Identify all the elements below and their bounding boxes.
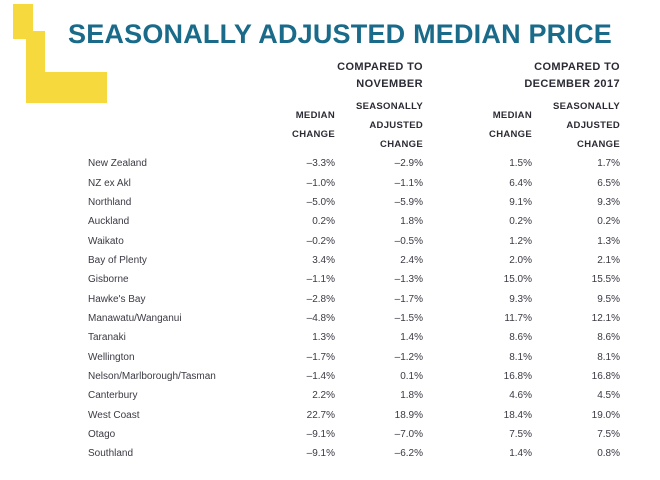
dec-seasonally-adjusted-change-value: 16.8% bbox=[591, 370, 620, 382]
dec-median-change-value: 2.0% bbox=[509, 254, 532, 266]
nov-seasonally-adjusted-change-value: 0.1% bbox=[400, 370, 423, 382]
nov-median-change-value: –5.0% bbox=[306, 196, 335, 208]
nov-seasonally-adjusted-change-value: 2.4% bbox=[400, 254, 423, 266]
nov-seasonally-adjusted-change-value: –2.9% bbox=[394, 158, 423, 170]
nov-seasonally-adjusted-change-value: –1.5% bbox=[394, 312, 423, 324]
nov-median-change-value: –1.7% bbox=[306, 351, 335, 363]
dec-seasonally-adjusted-change-value: 15.5% bbox=[591, 274, 620, 286]
region-label: Nelson/Marlborough/Tasman bbox=[88, 370, 216, 382]
region-label: Wellington bbox=[88, 351, 135, 363]
group-header-line: NOVEMBER bbox=[356, 78, 423, 90]
dec-seasonally-adjusted-change-value: 8.1% bbox=[597, 351, 620, 363]
dec-seasonally-adjusted-change-value: 6.5% bbox=[597, 177, 620, 189]
region-label: Gisborne bbox=[88, 274, 129, 286]
page-title: SEASONALLY ADJUSTED MEDIAN PRICE bbox=[68, 19, 612, 49]
nov-seasonally-adjusted-change-value: –0.5% bbox=[394, 235, 423, 247]
region-label: Hawke's Bay bbox=[88, 293, 146, 305]
nov-seasonally-adjusted-change-value: 1.8% bbox=[400, 216, 423, 228]
nov-seasonally-adjusted-change-value: 1.8% bbox=[400, 390, 423, 402]
dec-seasonally-adjusted-change-value: 4.5% bbox=[597, 390, 620, 402]
dec-median-change-value: 1.2% bbox=[509, 235, 532, 247]
column-header-dec-median-change: MEDIAN CHANGE bbox=[489, 110, 532, 140]
dec-median-change-value: 18.4% bbox=[503, 409, 532, 421]
nov-median-change-value: –3.3% bbox=[306, 158, 335, 170]
nov-median-change-value: –2.8% bbox=[306, 293, 335, 305]
dec-seasonally-adjusted-change-value: 8.6% bbox=[597, 332, 620, 344]
column-header-dec-seasonally-adjusted-change: SEASONALLY ADJUSTED CHANGE bbox=[552, 100, 620, 150]
nov-median-change-value: –0.2% bbox=[306, 235, 335, 247]
yellow-L-logo bbox=[0, 0, 110, 110]
dec-median-change-value: 8.6% bbox=[509, 332, 532, 344]
dec-median-change-value: 15.0% bbox=[503, 274, 532, 286]
region-label: Canterbury bbox=[88, 390, 138, 402]
nov-median-change-value: –1.1% bbox=[306, 274, 335, 286]
dec-median-change-value: 11.7% bbox=[504, 312, 532, 324]
dec-seasonally-adjusted-change-value: 19.0% bbox=[591, 409, 620, 421]
dec-median-change-value: 1.4% bbox=[509, 448, 532, 460]
nov-median-change-value: –1.4% bbox=[306, 370, 335, 382]
dec-seasonally-adjusted-change-value: 9.5% bbox=[597, 293, 620, 305]
header-spacer bbox=[88, 58, 250, 96]
group-header-line: COMPARED TO bbox=[534, 61, 620, 73]
nov-median-change-value: 3.4% bbox=[312, 254, 335, 266]
nov-seasonally-adjusted-change-value: –1.2% bbox=[394, 351, 423, 363]
region-label: Southland bbox=[88, 448, 134, 460]
dec-median-change-value: 0.2% bbox=[509, 216, 532, 228]
dec-median-change-value: 4.6% bbox=[509, 390, 532, 402]
nov-median-change-value: –1.0% bbox=[306, 177, 335, 189]
dec-seasonally-adjusted-change-value: 0.8% bbox=[597, 448, 620, 460]
dec-median-change-value: 8.1% bbox=[509, 351, 532, 363]
logo-block-base bbox=[26, 72, 107, 103]
nov-median-change-value: 22.7% bbox=[306, 409, 335, 421]
nov-seasonally-adjusted-change-value: 18.9% bbox=[394, 409, 423, 421]
region-label: Otago bbox=[88, 428, 116, 440]
dec-median-change-value: 16.8% bbox=[503, 370, 532, 382]
dec-seasonally-adjusted-change-value: 2.1% bbox=[597, 254, 620, 266]
region-label: Bay of Plenty bbox=[88, 254, 147, 266]
region-label: New Zealand bbox=[88, 158, 147, 170]
group-header-compared-to-december-2017: COMPARED TO DECEMBER 2017 bbox=[423, 58, 620, 96]
group-header-compared-to-november: COMPARED TO NOVEMBER bbox=[250, 58, 423, 96]
dec-seasonally-adjusted-change-value: 9.3% bbox=[597, 196, 620, 208]
nov-seasonally-adjusted-change-value: –1.7% bbox=[394, 293, 423, 305]
median-price-table: COMPARED TO NOVEMBER COMPARED TO DECEMBE… bbox=[88, 58, 620, 464]
column-header-nov-median-change: MEDIAN CHANGE bbox=[292, 110, 335, 140]
region-label: Taranaki bbox=[88, 332, 126, 344]
nov-median-change-value: –9.1% bbox=[306, 428, 335, 440]
nov-median-change-value: –9.1% bbox=[306, 448, 335, 460]
region-label: NZ ex Akl bbox=[88, 177, 131, 189]
dec-seasonally-adjusted-change-value: 7.5% bbox=[597, 428, 620, 440]
dec-median-change-value: 1.5% bbox=[509, 158, 532, 170]
dec-seasonally-adjusted-change-value: 12.1% bbox=[591, 312, 620, 324]
nov-median-change-value: 0.2% bbox=[312, 216, 335, 228]
nov-seasonally-adjusted-change-value: –1.3% bbox=[394, 274, 423, 286]
dec-median-change-value: 6.4% bbox=[509, 177, 532, 189]
dec-median-change-value: 9.1% bbox=[509, 196, 532, 208]
nov-median-change-value: –4.8% bbox=[306, 312, 335, 324]
group-header-line: COMPARED TO bbox=[337, 61, 423, 73]
nov-seasonally-adjusted-change-value: –7.0% bbox=[394, 428, 423, 440]
dec-seasonally-adjusted-change-value: 1.3% bbox=[597, 235, 620, 247]
dec-median-change-value: 7.5% bbox=[509, 428, 532, 440]
column-header-nov-seasonally-adjusted-change: SEASONALLY ADJUSTED CHANGE bbox=[355, 100, 423, 150]
nov-seasonally-adjusted-change-value: –1.1% bbox=[394, 177, 423, 189]
group-header-line: DECEMBER 2017 bbox=[524, 78, 620, 90]
subheader-spacer bbox=[88, 96, 250, 154]
logo-block-top bbox=[13, 4, 33, 39]
region-label: Auckland bbox=[88, 216, 130, 228]
nov-median-change-value: 1.3% bbox=[312, 332, 335, 344]
nov-seasonally-adjusted-change-value: –5.9% bbox=[394, 196, 423, 208]
region-label: Manawatu/Wanganui bbox=[88, 312, 182, 324]
nov-median-change-value: 2.2% bbox=[312, 390, 335, 402]
nov-seasonally-adjusted-change-value: 1.4% bbox=[400, 332, 423, 344]
dec-seasonally-adjusted-change-value: 1.7% bbox=[597, 158, 620, 170]
nov-seasonally-adjusted-change-value: –6.2% bbox=[394, 448, 423, 460]
dec-seasonally-adjusted-change-value: 0.2% bbox=[597, 216, 620, 228]
region-label: Waikato bbox=[88, 235, 124, 247]
region-label: Northland bbox=[88, 196, 132, 208]
dec-median-change-value: 9.3% bbox=[509, 293, 532, 305]
region-label: West Coast bbox=[88, 409, 140, 421]
